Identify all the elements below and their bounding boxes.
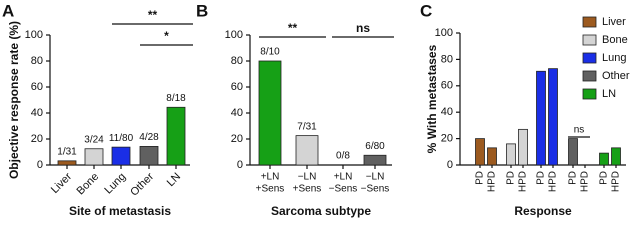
value-label: 8/18 <box>166 93 186 104</box>
x-axis-label: Site of metastasis <box>69 204 171 218</box>
value-label: 4/28 <box>139 132 159 143</box>
legend-label: LN <box>602 88 616 100</box>
x-tick-label: PD <box>475 171 486 185</box>
legend-swatch <box>582 16 597 28</box>
x-tick-label: LN <box>165 171 183 189</box>
x-tick-label: −Sens <box>329 184 358 195</box>
legend-label: Liver <box>602 16 626 28</box>
significance-label: ns <box>356 21 370 35</box>
significance-label: * <box>164 29 169 43</box>
y-axis-label: % With metastases <box>425 44 439 153</box>
significance-label: ns <box>574 125 585 136</box>
value-label: 0/8 <box>336 151 350 162</box>
value-label: 1/31 <box>57 146 77 157</box>
x-tick-label: HPD <box>518 171 529 192</box>
y-tick-label: 20 <box>441 133 453 145</box>
figure: A 0 20 40 60 80 100 Objective response rate (%)… <box>2 1 630 218</box>
bar <box>568 138 578 166</box>
x-tick-label: PD <box>536 171 547 185</box>
x-tick-label: Lung <box>102 171 128 197</box>
x-tick-label: +LN <box>334 172 353 183</box>
bar <box>548 68 558 166</box>
value-label: 7/31 <box>297 121 317 132</box>
significance-label: ** <box>288 21 298 35</box>
legend-label: Bone <box>602 34 628 46</box>
value-label: 8/10 <box>260 47 280 58</box>
x-tick-label: HPD <box>580 171 591 192</box>
bar <box>84 148 104 166</box>
x-tick-label: −LN <box>366 172 385 183</box>
y-tick-label: 20 <box>31 133 43 145</box>
bar <box>518 128 528 166</box>
value-label: 3/24 <box>84 134 104 145</box>
x-tick-label: PD <box>599 171 610 185</box>
value-label: 11/80 <box>109 133 134 144</box>
panel-letter: A <box>2 1 14 20</box>
legend-label: Lung <box>602 52 626 64</box>
x-tick-label: −LN <box>298 172 317 183</box>
y-tick-label: 80 <box>441 53 453 65</box>
bar <box>363 154 387 166</box>
panel-letter: B <box>196 1 208 20</box>
bar <box>57 160 77 166</box>
legend-swatch <box>582 70 597 82</box>
x-tick-label: HPD <box>548 171 559 192</box>
y-tick-label: 40 <box>441 106 453 118</box>
bar <box>536 70 546 166</box>
x-tick-label: +Sens <box>293 184 322 195</box>
y-tick-label: 60 <box>231 81 243 93</box>
panel-letter: C <box>420 1 432 20</box>
x-tick-label: Other <box>128 170 156 198</box>
bar <box>295 135 319 166</box>
legend-swatch <box>582 34 597 46</box>
x-tick-label: Liver <box>49 170 75 196</box>
significance-label: ** <box>148 8 158 22</box>
legend-label: Other <box>602 70 630 82</box>
legend-swatch <box>582 52 597 64</box>
bar <box>166 106 186 166</box>
bar <box>611 147 621 166</box>
y-axis-label: Objective response rate (%) <box>7 21 21 179</box>
x-tick-label: PD <box>506 171 517 185</box>
y-tick-label: 80 <box>31 55 43 67</box>
y-tick-label: 0 <box>447 159 453 171</box>
x-tick-label: Bone <box>75 171 102 198</box>
value-label: 6/80 <box>365 141 385 152</box>
x-tick-label: HPD <box>611 171 622 192</box>
bar <box>139 146 159 166</box>
y-tick-label: 60 <box>441 80 453 92</box>
bar <box>487 147 497 166</box>
y-tick-label: 80 <box>231 55 243 67</box>
y-tick-label: 100 <box>225 29 243 41</box>
y-tick-label: 0 <box>37 159 43 171</box>
y-tick-label: 0 <box>237 159 243 171</box>
y-tick-label: 40 <box>231 107 243 119</box>
legend-swatch <box>582 88 597 100</box>
y-tick-label: 60 <box>31 81 43 93</box>
x-tick-label: +LN <box>261 172 280 183</box>
x-tick-label: HPD <box>487 171 498 192</box>
bar <box>599 152 609 166</box>
y-tick-label: 100 <box>25 29 43 41</box>
x-tick-label: −Sens <box>361 184 390 195</box>
bar <box>506 143 516 166</box>
bar <box>111 146 131 166</box>
y-tick-label: 100 <box>435 27 453 39</box>
bar <box>258 60 282 166</box>
y-tick-label: 20 <box>231 133 243 145</box>
x-axis-label: Sarcoma subtype <box>271 204 371 218</box>
x-axis-label: Response <box>514 204 572 218</box>
x-tick-label: PD <box>568 171 579 185</box>
y-tick-label: 40 <box>31 107 43 119</box>
bar <box>475 138 485 166</box>
x-tick-label: +Sens <box>256 184 285 195</box>
